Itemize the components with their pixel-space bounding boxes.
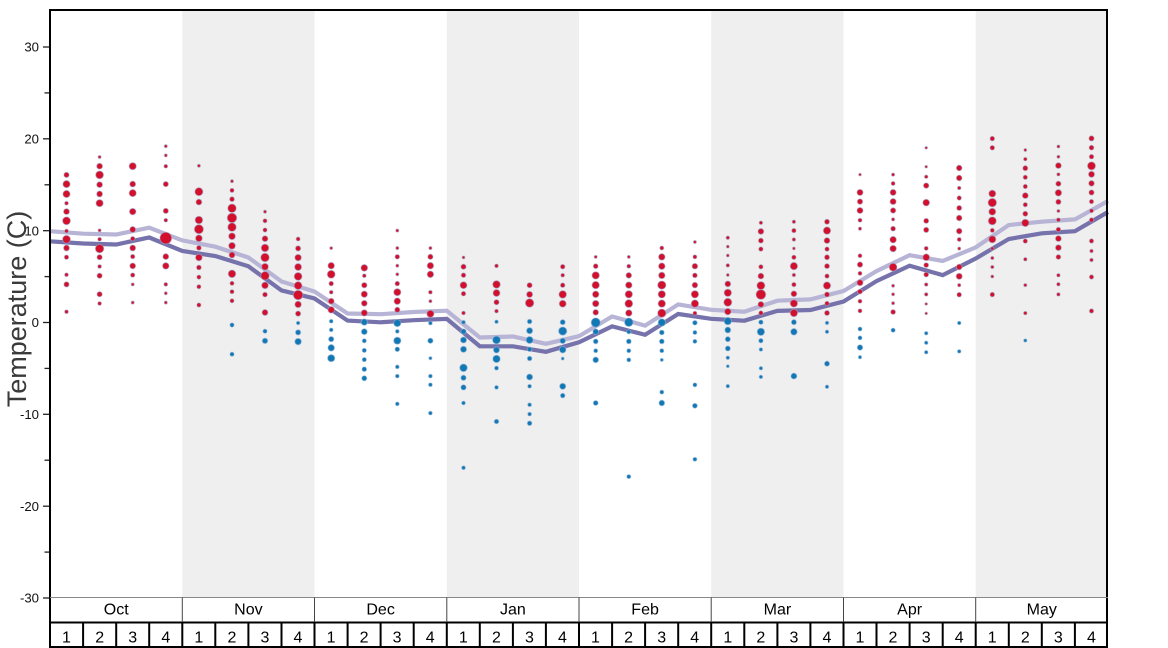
svg-text:Jan: Jan <box>500 602 526 619</box>
svg-text:3: 3 <box>1054 630 1063 647</box>
svg-text:1: 1 <box>459 630 468 647</box>
svg-text:-30: -30 <box>20 591 39 606</box>
svg-text:Dec: Dec <box>366 602 394 619</box>
svg-text:4: 4 <box>294 630 303 647</box>
svg-text:1: 1 <box>194 630 203 647</box>
svg-text:2: 2 <box>889 630 898 647</box>
svg-text:1: 1 <box>327 630 336 647</box>
svg-text:Apr: Apr <box>897 602 923 619</box>
svg-text:2: 2 <box>756 630 765 647</box>
svg-text:1: 1 <box>591 630 600 647</box>
svg-text:4: 4 <box>1087 630 1096 647</box>
svg-text:30: 30 <box>24 40 39 55</box>
svg-text:4: 4 <box>955 630 964 647</box>
svg-text:2: 2 <box>492 630 501 647</box>
svg-text:2: 2 <box>1021 630 1030 647</box>
svg-text:2: 2 <box>227 630 236 647</box>
svg-text:4: 4 <box>161 630 170 647</box>
svg-text:3: 3 <box>393 630 402 647</box>
svg-text:2: 2 <box>360 630 369 647</box>
svg-text:4: 4 <box>558 630 567 647</box>
svg-text:10: 10 <box>24 223 39 238</box>
svg-text:4: 4 <box>823 630 832 647</box>
svg-text:2: 2 <box>624 630 633 647</box>
svg-text:3: 3 <box>260 630 269 647</box>
svg-text:-20: -20 <box>20 499 39 514</box>
svg-text:20: 20 <box>24 131 39 146</box>
svg-text:1: 1 <box>856 630 865 647</box>
svg-text:4: 4 <box>426 630 435 647</box>
svg-text:Temperature (C): Temperature (C) <box>2 211 32 408</box>
svg-text:3: 3 <box>128 630 137 647</box>
svg-text:3: 3 <box>922 630 931 647</box>
svg-text:2: 2 <box>95 630 104 647</box>
svg-text:1: 1 <box>62 630 71 647</box>
svg-text:3: 3 <box>789 630 798 647</box>
svg-text:May: May <box>1027 602 1057 619</box>
svg-text:3: 3 <box>525 630 534 647</box>
svg-text:Nov: Nov <box>234 602 262 619</box>
svg-text:1: 1 <box>723 630 732 647</box>
svg-text:Mar: Mar <box>764 602 792 619</box>
svg-text:1: 1 <box>988 630 997 647</box>
svg-text:Oct: Oct <box>104 602 129 619</box>
svg-text:0: 0 <box>32 315 39 330</box>
svg-text:3: 3 <box>657 630 666 647</box>
svg-text:Feb: Feb <box>631 602 659 619</box>
svg-text:4: 4 <box>690 630 699 647</box>
svg-text:-10: -10 <box>20 407 39 422</box>
